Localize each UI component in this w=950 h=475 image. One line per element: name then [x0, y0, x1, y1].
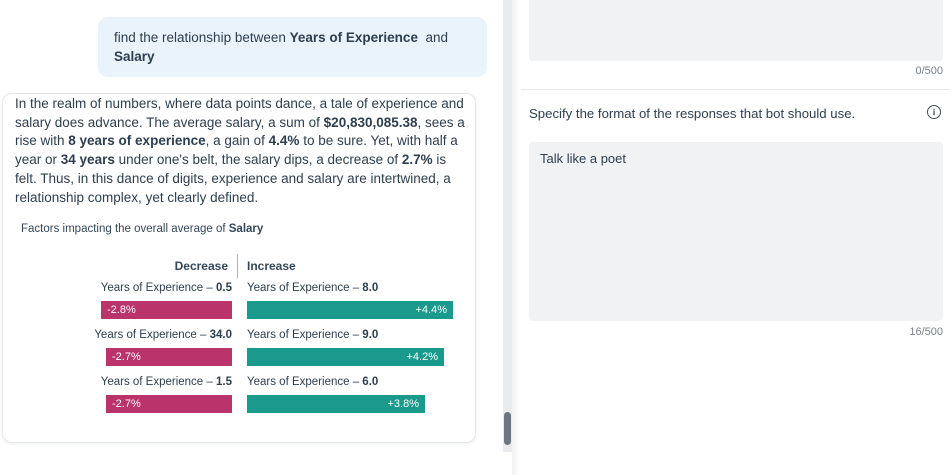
bold-text: 8 years of experience — [68, 133, 206, 149]
bold-text: 4.4% — [268, 133, 300, 149]
settings-panel: 0/500 Specify the format of the response… — [512, 0, 950, 475]
feature-bin: 0.5 — [216, 282, 232, 294]
text: In the realm of numbers, where data poin… — [15, 96, 464, 130]
feature-name: Years of Experience – — [100, 282, 216, 294]
decrease-bar-label: Years of Experience – 1.5 — [101, 376, 232, 389]
vertical-scrollbar-track[interactable] — [503, 0, 512, 452]
panel-edge-shadow — [512, 0, 520, 475]
char-counter-format: 16/500 — [909, 326, 943, 338]
decrease-cell: Years of Experience – 34.0 -2.7% — [3, 329, 232, 366]
chart-row: Years of Experience – 0.5 -2.8% Years of E… — [3, 282, 463, 326]
increase-cell: Years of Experience – 9.0 +4.2% — [247, 329, 463, 366]
text: , sees a rise with — [15, 114, 465, 149]
info-icon-glyph: i — [932, 107, 936, 117]
section-divider — [521, 89, 950, 90]
decrease-column-header: Decrease — [174, 259, 228, 273]
column-divider — [237, 254, 238, 278]
feature-name: Years of Experience – — [100, 376, 216, 388]
decrease-bar-label: Years of Experience – 34.0 — [94, 329, 232, 342]
feature-name: Years of Experience – — [247, 329, 363, 341]
info-icon[interactable]: i — [927, 105, 941, 119]
format-field-label: Specify the format of the responses that… — [529, 106, 856, 121]
bold-text: Salary — [228, 223, 264, 235]
increase-column-header: Increase — [247, 259, 296, 273]
feature-bin: 34.0 — [209, 329, 232, 341]
chat-panel: Tries find the relationship between Year… — [2, 0, 487, 443]
format-textarea[interactable]: Talk like a poet — [529, 142, 943, 321]
feature-bin: 6.0 — [362, 376, 379, 388]
feature-bin: 1.5 — [216, 376, 232, 388]
decrease-cell: Years of Experience – 1.5 -2.7% — [3, 376, 232, 413]
increase-bar-label: Years of Experience – 8.0 — [247, 282, 378, 295]
response-paragraph: In the realm of numbers, where data poin… — [15, 95, 469, 207]
clipped-message-fragment: Tries — [198, 0, 282, 4]
response-textarea-top[interactable] — [529, 0, 943, 61]
decrease-bar: -2.7% — [106, 395, 232, 413]
feature-bin: 8.0 — [362, 282, 379, 294]
increase-bar-label: Years of Experience – 9.0 — [247, 329, 378, 342]
char-counter-top: 0/500 — [915, 65, 943, 77]
increase-bar: +3.8% — [247, 395, 425, 413]
decrease-bar: -2.7% — [106, 348, 232, 366]
user-message-bubble: find the relationship between Years of E… — [98, 17, 487, 77]
decrease-bar: -2.8% — [101, 301, 232, 319]
bold-text: Salary — [114, 49, 155, 64]
chart-title: Factors impacting the overall average of… — [21, 223, 263, 235]
bold-text: 34 years — [60, 152, 115, 168]
chart-column-headers: Decrease Increase — [3, 254, 475, 278]
text: and — [417, 30, 448, 45]
vertical-scrollbar-thumb[interactable] — [504, 412, 511, 445]
chart-row: Years of Experience – 34.0 -2.7% Years of … — [3, 329, 463, 373]
decrease-bar-label: Years of Experience – 0.5 — [101, 282, 232, 295]
text: , a gain of — [205, 133, 269, 149]
chart-row: Years of Experience – 1.5 -2.7% Years of E… — [3, 376, 463, 420]
feature-name: Years of Experience – — [94, 329, 210, 341]
increase-bar-label: Years of Experience – 6.0 — [247, 376, 378, 389]
feature-name: Years of Experience – — [247, 282, 363, 294]
bold-text: 2.7% — [401, 152, 433, 168]
bold-text: $20,830,085.38 — [323, 114, 418, 130]
increase-bar: +4.2% — [247, 348, 444, 366]
text: under one's belt, the salary dips, a dec… — [114, 152, 402, 168]
bold-text: Years of Experience — [289, 30, 418, 45]
text: is felt. Thus, in this dance of digits, … — [15, 152, 451, 205]
text: find the relationship between — [114, 30, 290, 45]
clipped-text: Tries — [226, 2, 254, 4]
increase-cell: Years of Experience – 6.0 +3.8% — [247, 376, 463, 413]
increase-bar: +4.4% — [247, 301, 453, 319]
text: to be sure. Yet, with half a year or — [15, 133, 458, 168]
user-message-text: find the relationship between Years of E… — [114, 30, 448, 64]
decrease-cell: Years of Experience – 0.5 -2.8% — [3, 282, 232, 319]
response-card: In the realm of numbers, where data poin… — [2, 93, 476, 443]
feature-name: Years of Experience – — [247, 376, 363, 388]
increase-cell: Years of Experience – 8.0 +4.4% — [247, 282, 463, 319]
text: Factors impacting the overall average of — [21, 223, 229, 235]
feature-bin: 9.0 — [362, 329, 379, 341]
